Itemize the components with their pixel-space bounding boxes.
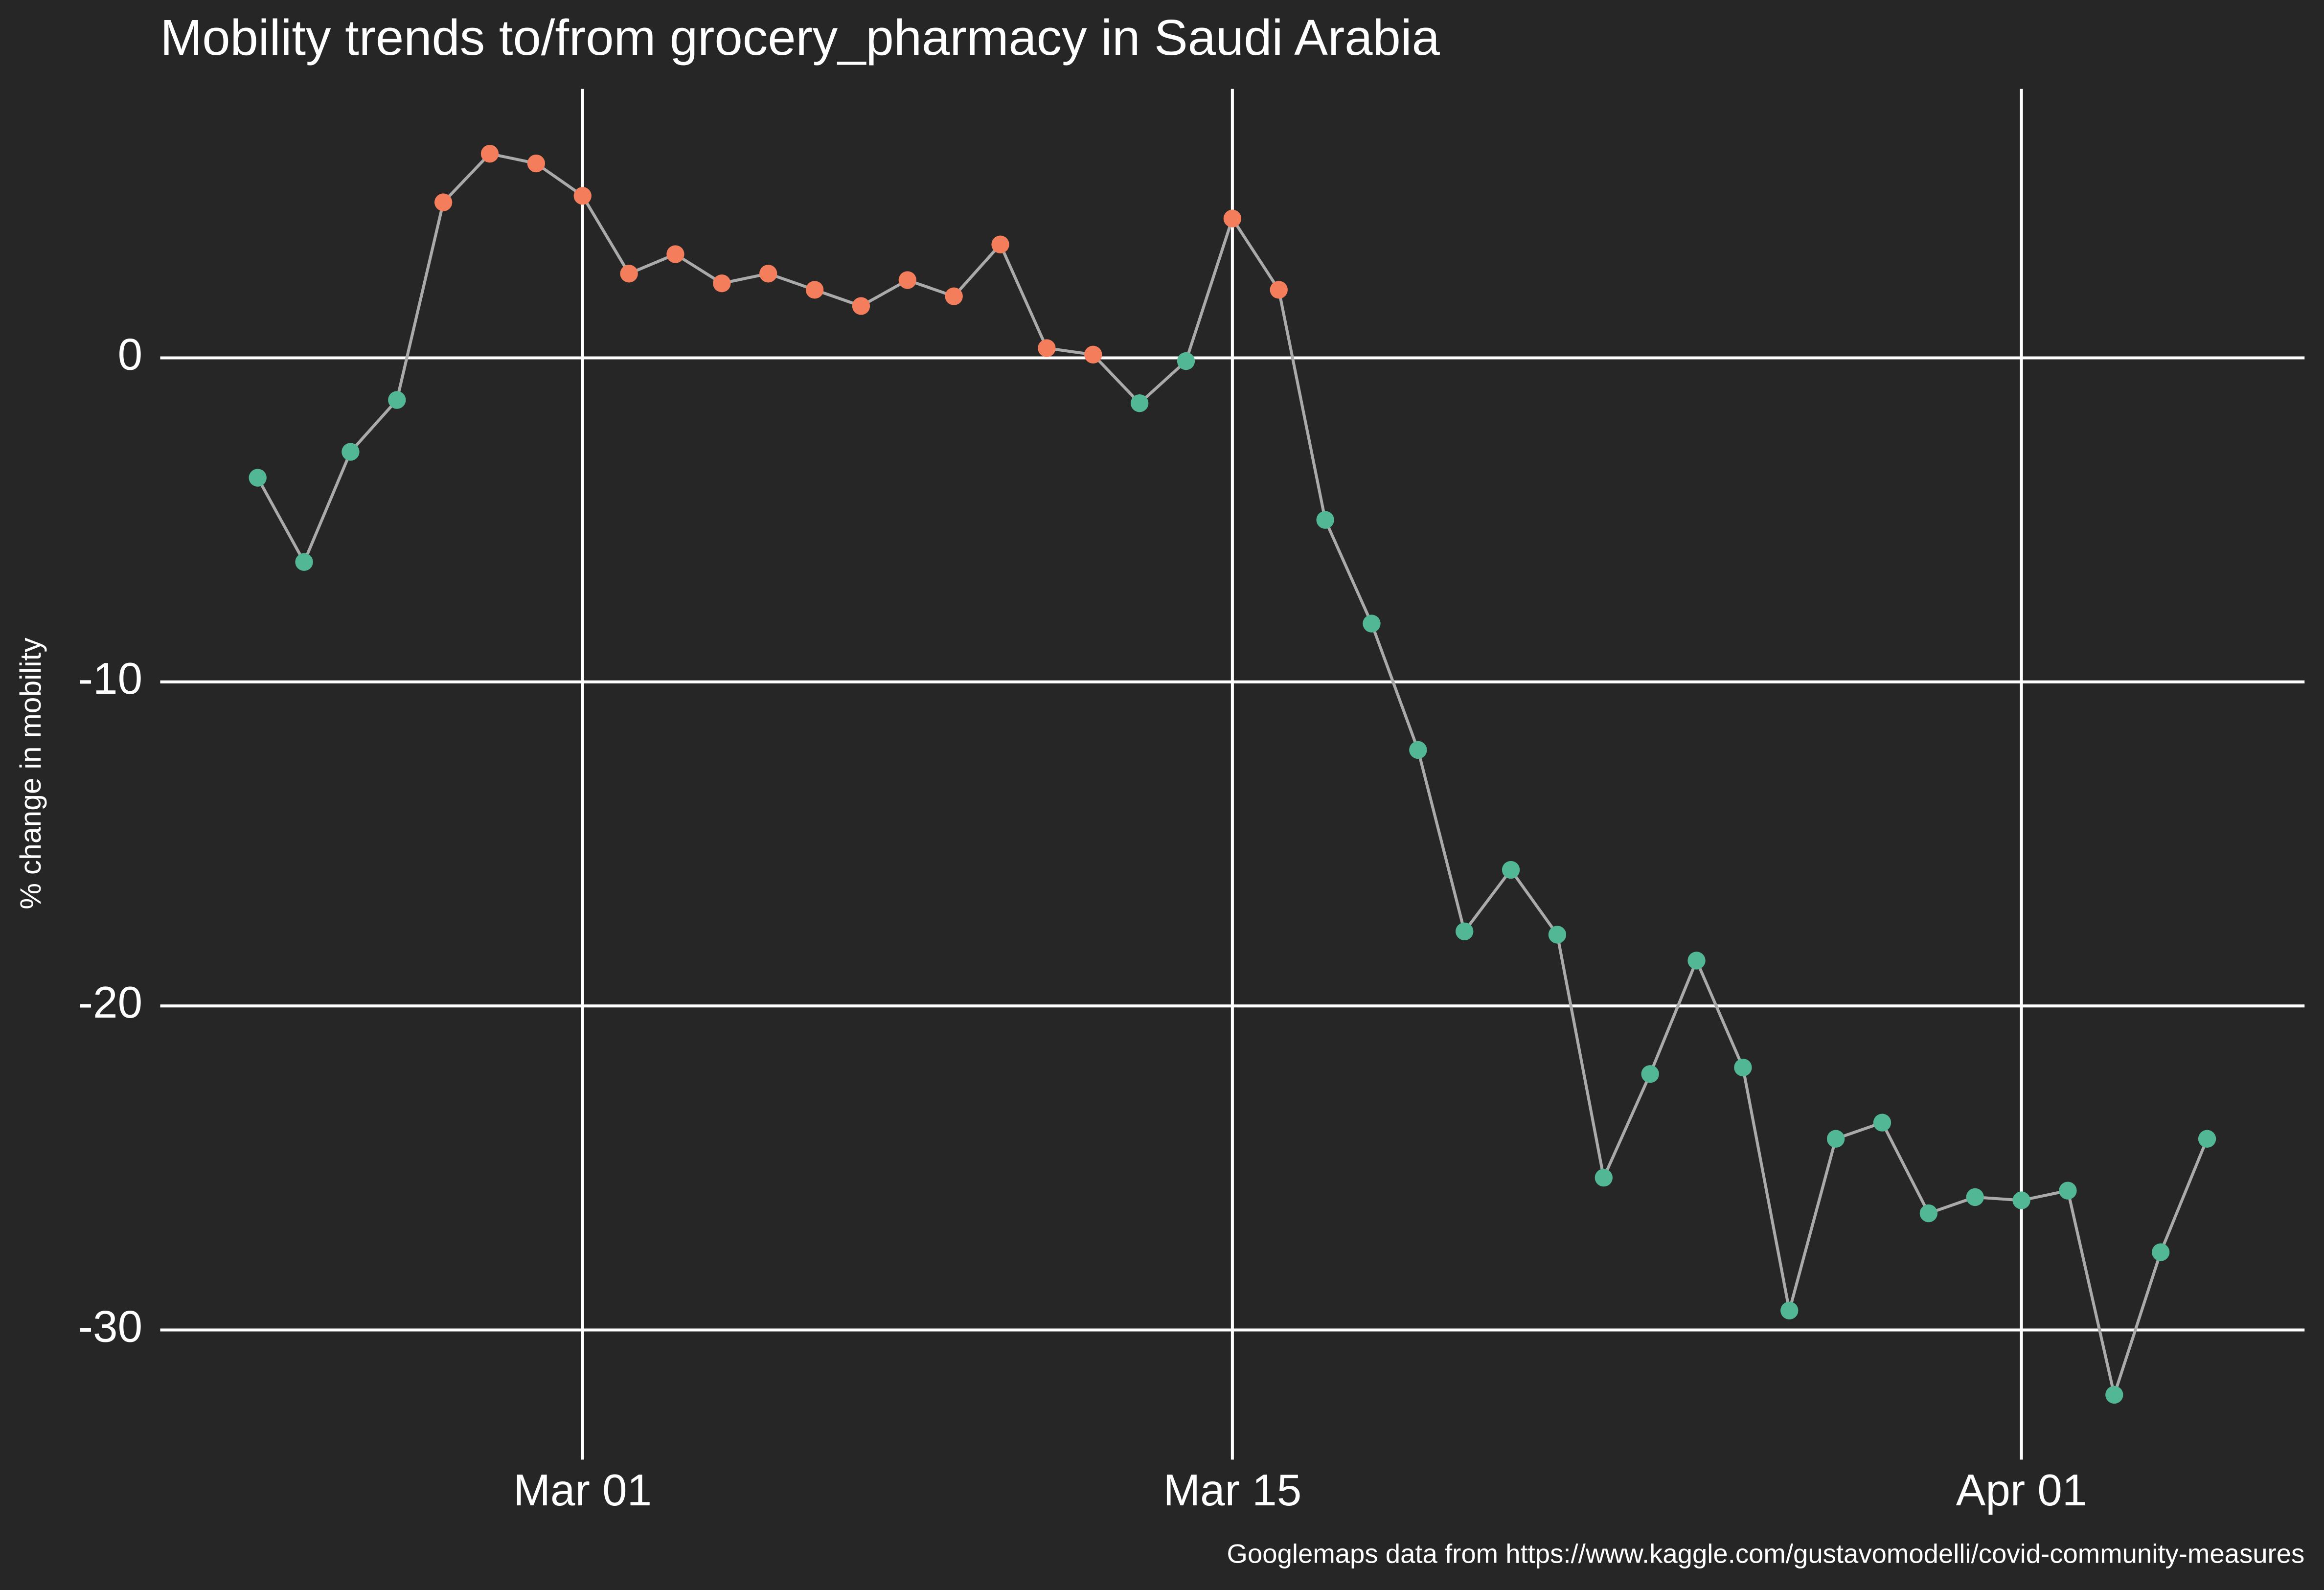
- data-point: [2198, 1130, 2216, 1148]
- data-point: [1873, 1113, 1891, 1132]
- data-point: [388, 391, 406, 409]
- data-point: [1502, 861, 1520, 879]
- data-point: [1548, 926, 1567, 944]
- y-tick-label: -10: [78, 654, 142, 704]
- data-point: [805, 281, 824, 299]
- y-axis-label: % change in mobility: [14, 637, 47, 909]
- data-point: [434, 193, 453, 211]
- data-point: [898, 271, 916, 289]
- data-point: [759, 265, 777, 283]
- data-point: [1687, 952, 1706, 970]
- y-tick-label: 0: [118, 330, 143, 379]
- data-point: [713, 274, 731, 293]
- data-point: [295, 553, 313, 571]
- data-point: [1966, 1188, 1984, 1206]
- data-point: [342, 443, 360, 461]
- data-point: [2059, 1181, 2077, 1200]
- data-point: [1316, 511, 1334, 529]
- data-point: [1130, 394, 1149, 412]
- x-tick-label: Apr 01: [1956, 1466, 2087, 1515]
- data-point: [2105, 1386, 2123, 1404]
- caption: Googlemaps data from https://www.kaggle.…: [1227, 1539, 2305, 1569]
- data-point: [1223, 209, 1242, 227]
- data-point: [1038, 339, 1056, 357]
- data-point: [1363, 614, 1381, 633]
- data-point: [1177, 352, 1195, 370]
- data-point: [1456, 922, 1474, 941]
- data-point: [1734, 1058, 1752, 1077]
- data-point: [1919, 1204, 1938, 1223]
- data-point: [249, 469, 267, 487]
- data-point: [666, 245, 684, 263]
- data-point: [991, 235, 1009, 253]
- data-point: [1826, 1130, 1845, 1148]
- chart-title: Mobility trends to/from grocery_pharmacy…: [160, 9, 1440, 66]
- data-point: [2012, 1191, 2030, 1209]
- data-point: [1409, 741, 1427, 759]
- y-tick-label: -20: [78, 978, 142, 1027]
- data-point: [852, 297, 870, 315]
- data-point: [2152, 1243, 2170, 1261]
- y-tick-label: -30: [78, 1302, 142, 1352]
- data-point: [1641, 1065, 1659, 1083]
- data-point: [1270, 281, 1288, 299]
- data-point: [480, 145, 499, 163]
- x-tick-label: Mar 01: [513, 1466, 652, 1515]
- data-point: [573, 187, 592, 205]
- data-point: [1084, 345, 1102, 364]
- data-point: [527, 154, 546, 173]
- data-point: [620, 265, 638, 283]
- data-point: [1780, 1301, 1799, 1319]
- data-point: [945, 287, 963, 305]
- data-point: [1595, 1169, 1613, 1187]
- x-tick-label: Mar 15: [1163, 1466, 1301, 1515]
